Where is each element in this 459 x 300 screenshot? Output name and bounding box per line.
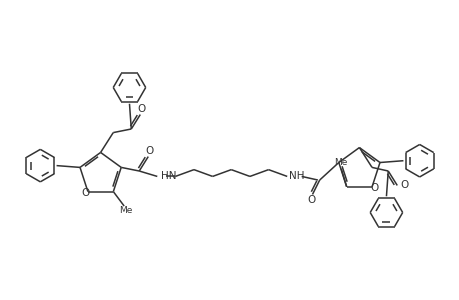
Text: Me: Me <box>119 206 132 215</box>
Text: HN: HN <box>161 171 176 182</box>
Text: Me: Me <box>333 158 346 167</box>
Text: O: O <box>370 183 378 193</box>
Text: O: O <box>81 188 89 197</box>
Text: O: O <box>399 180 408 190</box>
Text: O: O <box>137 104 145 114</box>
Text: O: O <box>145 146 153 156</box>
Text: NH: NH <box>288 171 304 182</box>
Text: O: O <box>307 195 315 205</box>
